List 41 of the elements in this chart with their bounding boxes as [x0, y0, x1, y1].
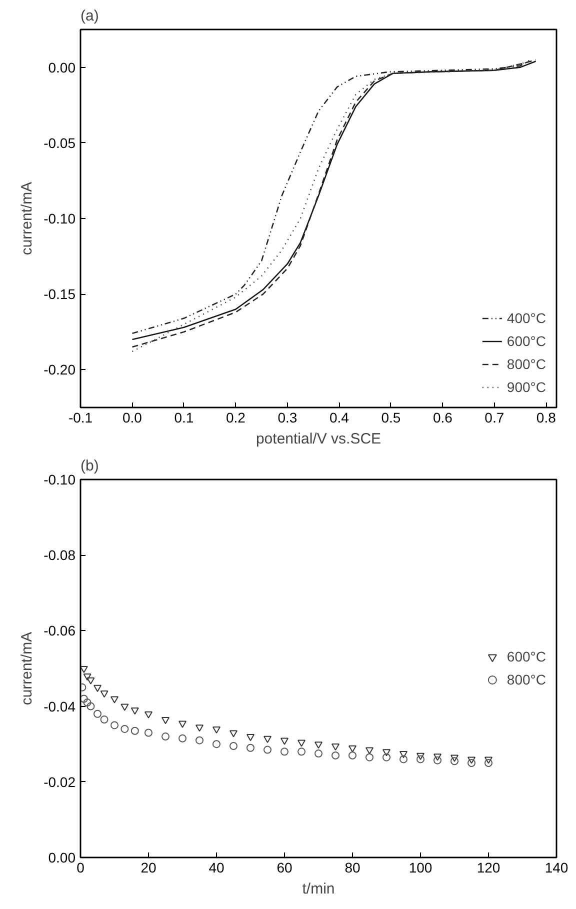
x-tick-label: 60 [276, 860, 292, 876]
y-axis-title: current/mA [18, 632, 36, 706]
x-tick-label: 0.2 [226, 410, 246, 426]
x-axis-title: potential/V vs.SCE [256, 430, 382, 448]
legend-label: 600°C [506, 648, 546, 664]
x-tick-label: 0 [76, 860, 85, 876]
x-tick-label: 120 [476, 860, 500, 876]
y-tick-label: -0.06 [44, 622, 76, 639]
x-tick-label: 0.6 [432, 410, 453, 426]
y-tick-label: -0.04 [44, 698, 76, 714]
x-axis-title: t/min [302, 880, 335, 898]
legend-label: 400°C [506, 310, 546, 326]
legend-label: 800°C [506, 356, 546, 372]
chart-title: (a) [80, 8, 99, 24]
y-tick-label: -0.15 [44, 286, 76, 302]
legend-label: 900°C [506, 379, 546, 395]
y-tick-label: -0.02 [44, 774, 76, 790]
x-tick-label: 40 [208, 860, 224, 876]
legend-label: 600°C [506, 333, 546, 349]
y-tick-label: 0.00 [48, 59, 76, 76]
legend-label: 800°C [506, 672, 546, 688]
x-tick-label: 140 [544, 860, 568, 876]
x-tick-label: 0.3 [278, 410, 298, 426]
y-tick-label: -0.05 [44, 134, 76, 151]
x-tick-label: 100 [408, 860, 432, 876]
x-tick-label: 20 [140, 860, 156, 876]
x-tick-label: -0.1 [68, 410, 93, 426]
x-tick-label: 0.0 [122, 410, 142, 426]
y-tick-label: -0.10 [44, 472, 76, 488]
x-tick-label: 80 [344, 860, 360, 876]
y-tick-label: -0.08 [44, 547, 76, 564]
x-tick-label: 0.4 [329, 410, 350, 426]
y-tick-label: -0.20 [44, 362, 76, 378]
x-tick-label: 0.7 [484, 410, 504, 426]
y-axis-title: current/mA [18, 182, 36, 256]
y-tick-label: -0.10 [44, 210, 76, 226]
chart-title: (b) [80, 458, 99, 474]
y-tick-label: 0.00 [48, 850, 76, 866]
x-tick-label: 0.1 [174, 410, 194, 426]
x-tick-label: 0.8 [536, 410, 556, 426]
x-tick-label: 0.5 [381, 410, 401, 426]
